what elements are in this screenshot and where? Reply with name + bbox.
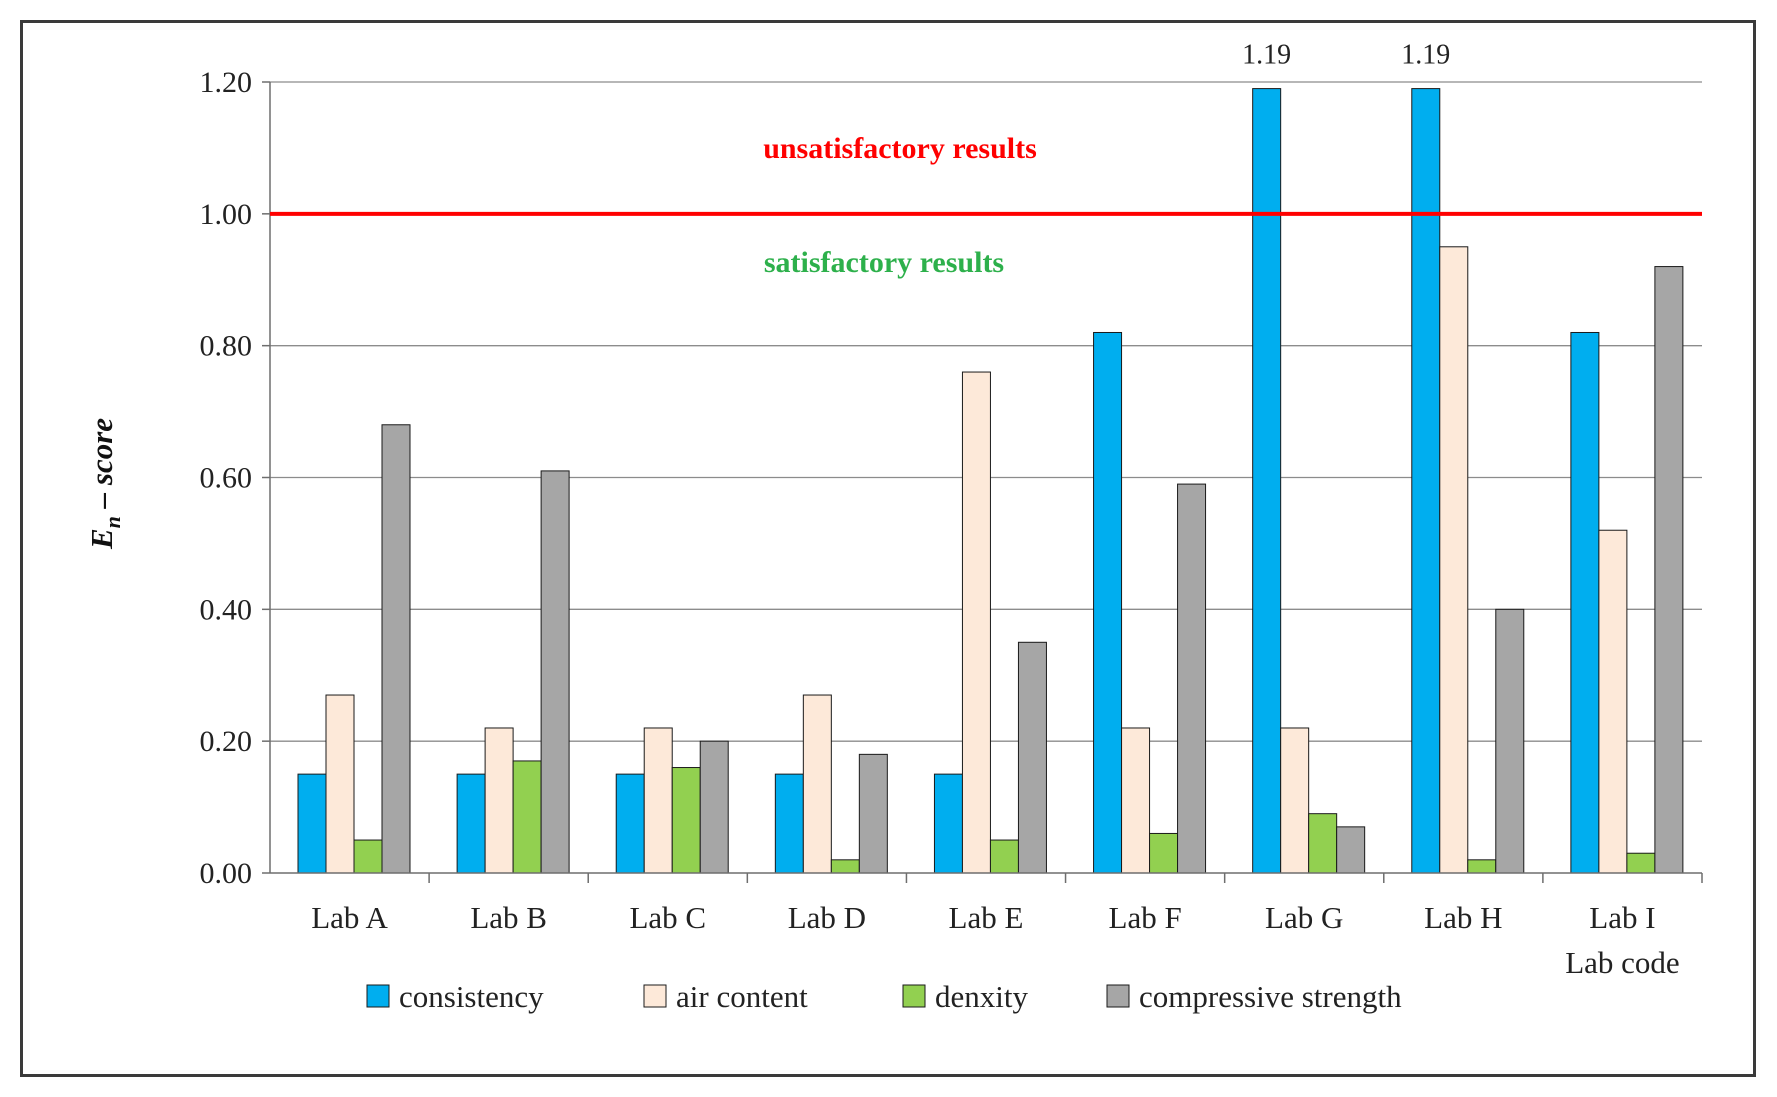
bar-air-content-lab-i — [1598, 529, 1628, 874]
bar-denxity-lab-b — [512, 760, 542, 874]
x-category-label: Lab I — [1589, 900, 1655, 935]
bar-consistency-lab-i — [1570, 331, 1600, 874]
y-axis-label: En – score — [84, 418, 125, 550]
bar-air-content-lab-d — [802, 694, 832, 874]
data-label: 1.19 — [1401, 40, 1450, 71]
y-tick-label: 0.80 — [200, 330, 253, 363]
x-category-label: Lab C — [629, 900, 706, 935]
bar-denxity-lab-a — [353, 839, 383, 874]
y-tick-label: 0.60 — [200, 462, 253, 495]
legend-label-denxity: denxity — [935, 979, 1028, 1014]
y-tick-label: 0.20 — [200, 725, 253, 758]
bar-compressive-strength-lab-c — [699, 740, 729, 874]
legend-swatch-air-content — [643, 984, 667, 1008]
bar-consistency-lab-f — [1093, 331, 1123, 874]
bar-denxity-lab-g — [1308, 813, 1338, 874]
bar-compressive-strength-lab-g — [1336, 826, 1366, 874]
legend: consistency air content denxity compressive… — [366, 979, 1402, 1014]
legend-label-air-content: air content — [676, 979, 808, 1014]
legend-label-compressive-strength: compressive strength — [1139, 979, 1402, 1014]
bar-denxity-lab-i — [1626, 852, 1656, 874]
bar-denxity-lab-c — [671, 767, 701, 874]
bar-compressive-strength-lab-h — [1495, 608, 1525, 874]
bar-consistency-lab-c — [615, 773, 645, 874]
legend-swatch-consistency — [366, 984, 390, 1008]
bar-compressive-strength-lab-b — [540, 470, 570, 874]
legend-swatch-denxity — [902, 984, 926, 1008]
bar-compressive-strength-lab-i — [1654, 266, 1684, 874]
bar-air-content-lab-h — [1439, 246, 1469, 874]
x-category-label: Lab E — [949, 900, 1024, 935]
bar-denxity-lab-f — [1149, 832, 1179, 874]
x-category-label: Lab G — [1265, 900, 1343, 935]
bar-denxity-lab-d — [830, 859, 860, 874]
bar-consistency-lab-a — [297, 773, 327, 874]
bar-air-content-lab-c — [643, 727, 673, 874]
bar-denxity-lab-h — [1467, 859, 1497, 874]
x-axis-category-labels: Lab A Lab B Lab C Lab D Lab E Lab F Lab G Lab H… — [311, 900, 1655, 935]
legend-label-consistency: consistency — [399, 979, 544, 1014]
bar-consistency-lab-h — [1411, 88, 1441, 874]
bar-air-content-lab-g — [1280, 727, 1310, 874]
bar-air-content-lab-e — [961, 371, 991, 874]
y-tick-label: 1.20 — [200, 66, 253, 99]
bar-consistency-lab-e — [933, 773, 963, 874]
x-category-label: Lab A — [311, 900, 388, 935]
bars — [297, 88, 1684, 874]
y-tick-label: 0.40 — [200, 593, 253, 626]
data-labels: 1.19 1.19 — [1242, 40, 1450, 71]
x-category-label: Lab B — [470, 900, 547, 935]
x-category-label: Lab F — [1109, 900, 1182, 935]
bar-compressive-strength-lab-f — [1177, 483, 1207, 874]
y-axis-ticks: 0.00 0.20 0.40 0.60 0.80 1.00 1.20 — [200, 66, 270, 890]
legend-swatch-compressive-strength — [1106, 984, 1130, 1008]
bar-denxity-lab-e — [989, 839, 1019, 874]
bar-air-content-lab-b — [484, 727, 514, 874]
y-tick-label: 1.00 — [200, 198, 253, 231]
bar-compressive-strength-lab-e — [1017, 641, 1047, 874]
x-axis-label: Lab code — [1565, 945, 1679, 980]
x-category-label: Lab H — [1424, 900, 1502, 935]
bar-consistency-lab-d — [774, 773, 804, 874]
y-tick-label: 0.00 — [200, 857, 253, 890]
bar-air-content-lab-a — [325, 694, 355, 874]
bar-compressive-strength-lab-a — [381, 424, 411, 874]
satisfactory-annotation: satisfactory results — [764, 246, 1004, 279]
data-label: 1.19 — [1242, 40, 1291, 71]
bar-compressive-strength-lab-d — [858, 753, 888, 874]
bar-air-content-lab-f — [1121, 727, 1151, 874]
x-category-label: Lab D — [788, 900, 866, 935]
bar-consistency-lab-g — [1252, 88, 1282, 874]
unsatisfactory-annotation: unsatisfactory results — [763, 132, 1037, 165]
bar-consistency-lab-b — [456, 773, 486, 874]
